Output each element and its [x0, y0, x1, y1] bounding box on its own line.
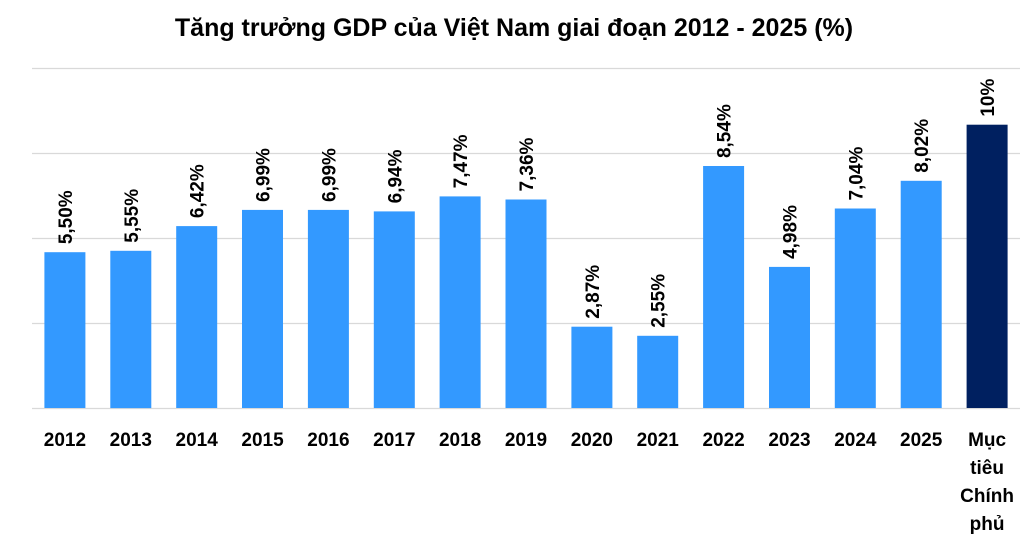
data-label: 6,42% [188, 164, 209, 218]
bar-2022 [703, 166, 745, 408]
data-label: 7,04% [846, 147, 867, 201]
bar-2019 [505, 199, 547, 408]
x-axis-ticks: 2012 2013 2014 2015 2016 2017 2018 2019 2020 2021… [44, 430, 1014, 535]
bar-2016 [307, 209, 349, 408]
x-tick-label: 2012 [44, 430, 86, 451]
x-tick-label: 2023 [768, 430, 810, 451]
x-tick-label: 2014 [176, 430, 219, 451]
bar-2021 [637, 335, 679, 409]
data-label: 6,99% [254, 148, 275, 202]
data-label: 10% [978, 79, 999, 117]
x-tick-label: 2020 [571, 430, 613, 451]
bar-2024 [834, 208, 876, 408]
data-label: 7,36% [517, 137, 538, 191]
data-label: 8,02% [912, 119, 933, 173]
bar-2017 [373, 211, 415, 408]
x-tick-label: 2018 [439, 430, 481, 451]
data-label: 4,98% [780, 205, 801, 259]
bar-2023 [769, 266, 810, 408]
x-tick-label: 2017 [373, 430, 415, 451]
bar-2015 [242, 209, 283, 408]
bar-2012 [44, 252, 86, 408]
x-tick-label: 2024 [834, 430, 877, 451]
data-label: 6,94% [385, 149, 406, 203]
x-tick-label: 2021 [637, 430, 680, 451]
bar-2013 [110, 250, 152, 409]
bars [44, 124, 1008, 409]
x-tick-label: 2013 [110, 430, 152, 451]
data-label: 2,55% [649, 274, 670, 328]
data-label: 8,54% [715, 104, 736, 158]
bar-mục-tiêu-chính-phủ [966, 124, 1008, 408]
bar-2018 [439, 196, 481, 408]
x-tick-label: 2025 [900, 430, 943, 451]
data-label: 7,47% [451, 134, 472, 188]
data-label: 6,99% [319, 148, 340, 202]
bar-2025 [900, 180, 942, 408]
data-label: 5,50% [56, 190, 77, 244]
data-label: 5,55% [122, 189, 143, 243]
x-tick-label: 2016 [307, 430, 349, 451]
bar-2014 [176, 226, 218, 408]
bar-2020 [571, 326, 613, 408]
data-labels: 5,50% 5,55% 6,42% 6,99% 6,99% 6,94% 7,47% 7,36%… [56, 79, 999, 328]
x-tick-label: 2019 [505, 430, 547, 451]
x-tick-label: 2015 [241, 430, 284, 451]
x-tick-label: Mục tiêu Chính phủ [960, 430, 1014, 535]
data-label: 2,87% [583, 265, 604, 319]
x-tick-label: 2022 [702, 430, 744, 451]
chart-title: Tăng trưởng GDP của Việt Nam giai đoạn 2… [175, 14, 853, 42]
